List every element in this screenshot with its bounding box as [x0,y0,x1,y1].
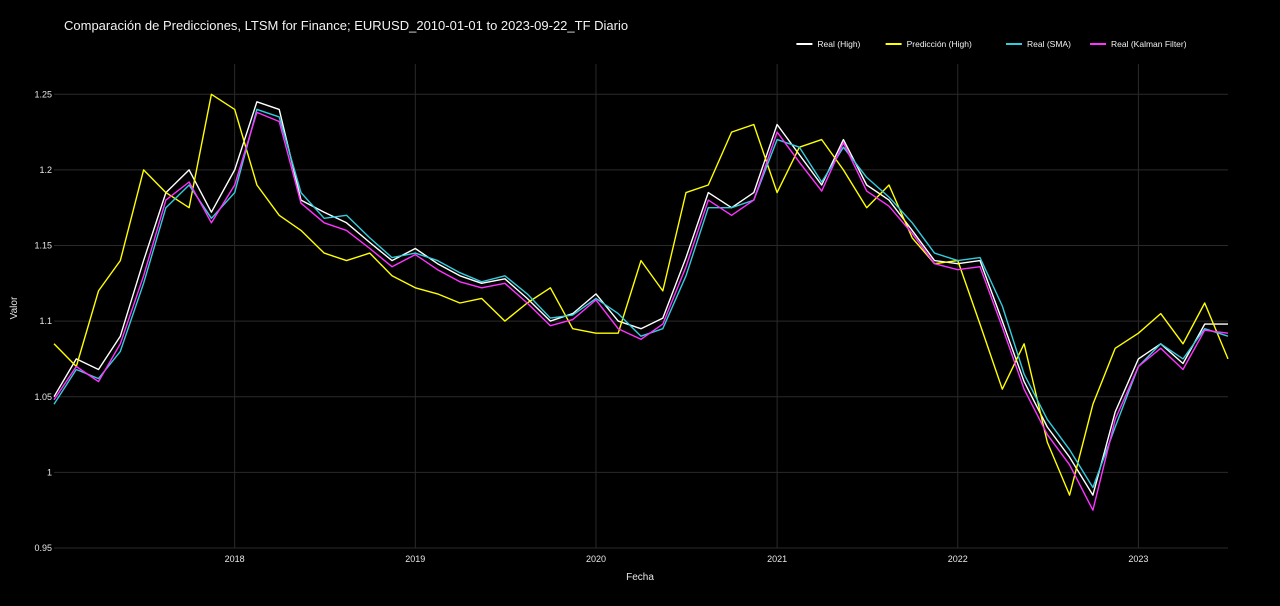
x-tick-label: 2022 [948,554,968,564]
series-layer [53,93,1229,511]
y-tick-label: 1.05 [34,392,52,402]
chart-title: Comparación de Predicciones, LTSM for Fi… [64,18,628,33]
x-tick-label: 2020 [586,554,606,564]
x-axis-label: Fecha [626,572,654,583]
y-tick-label: 1.2 [39,165,52,175]
y-tick-label: 1.15 [34,241,52,251]
x-tick-label: 2023 [1128,554,1148,564]
y-tick-label: 1 [47,467,52,477]
series-line-real-sma [53,108,1229,489]
legend-item-real-high[interactable]: Real (High) [796,39,861,49]
series-line-predicci-n-high [53,93,1229,496]
legend[interactable]: Real (High) Predicción (High) Real (SMA) Re… [796,39,1187,49]
x-axis-ticks: 2018 2019 2020 2021 2022 2023 [225,554,1149,564]
legend-item-real-sma[interactable]: Real (SMA) [1006,39,1071,49]
legend-item-real-kalman-filter[interactable]: Real (Kalman Filter) [1090,39,1187,49]
legend-item-predicci-n-high[interactable]: Predicción (High) [885,39,972,49]
legend-label: Real (Kalman Filter) [1111,39,1187,49]
y-tick-label: 1.25 [34,89,52,99]
y-axis-label: Valor [9,296,20,319]
series-line-real-high [53,101,1228,496]
series-line-real-kalman-filter [53,111,1229,511]
y-tick-label: 0.95 [34,543,52,553]
grid [54,64,1228,549]
x-tick-label: 2018 [225,554,245,564]
x-tick-label: 2021 [767,554,787,564]
y-tick-label: 1.1 [39,316,52,326]
x-tick-label: 2019 [405,554,425,564]
legend-label: Real (SMA) [1027,39,1071,49]
legend-label: Real (High) [817,39,860,49]
y-axis-ticks: 0.95 1 1.05 1.1 1.15 1.2 1.25 [34,89,52,553]
legend-label: Predicción (High) [907,39,972,49]
